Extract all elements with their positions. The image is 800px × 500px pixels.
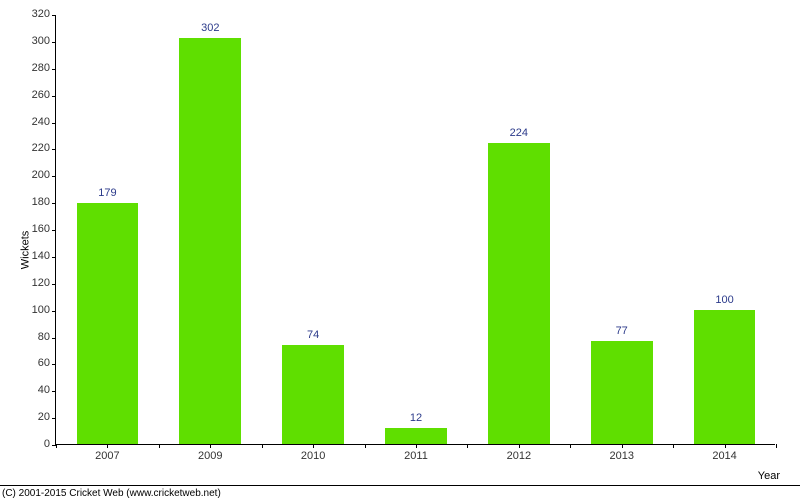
y-tick-label: 240 xyxy=(32,116,56,128)
bar-value-label: 224 xyxy=(510,127,528,139)
bar: 100 xyxy=(694,310,756,444)
y-tick-label: 120 xyxy=(32,277,56,289)
chart-container: Wickets Year 0 20 40 60 80 100 120 140 160 180 200… xyxy=(0,0,800,500)
bar: 74 xyxy=(282,345,344,444)
x-axis-title: Year xyxy=(758,470,780,482)
x-tick-mark xyxy=(776,444,777,448)
y-tick-label: 300 xyxy=(32,35,56,47)
y-tick-label: 60 xyxy=(38,357,56,369)
plot-area: 0204060801001201401601802002202402602803… xyxy=(55,15,775,445)
copyright-text: (C) 2001-2015 Cricket Web (www.cricketwe… xyxy=(2,488,221,499)
footer-divider xyxy=(0,485,800,486)
x-tick-mark xyxy=(262,444,263,448)
x-tick-mark xyxy=(570,444,571,448)
y-tick-label: 40 xyxy=(38,384,56,396)
bar-value-label: 77 xyxy=(616,325,628,337)
y-tick-label: 160 xyxy=(32,223,56,235)
y-tick-label: 260 xyxy=(32,89,56,101)
x-tick-mark xyxy=(56,444,57,448)
x-tick-label: 2007 xyxy=(95,444,119,462)
x-tick-mark xyxy=(673,444,674,448)
bar-value-label: 12 xyxy=(410,412,422,424)
bar: 302 xyxy=(179,38,241,444)
x-tick-mark xyxy=(467,444,468,448)
y-tick-label: 280 xyxy=(32,62,56,74)
x-tick-label: 2009 xyxy=(198,444,222,462)
bar-value-label: 100 xyxy=(715,294,733,306)
x-tick-mark xyxy=(365,444,366,448)
y-tick-label: 220 xyxy=(32,142,56,154)
x-tick-mark xyxy=(159,444,160,448)
y-axis-title: Wickets xyxy=(19,231,31,270)
y-tick-label: 20 xyxy=(38,411,56,423)
y-tick-label: 80 xyxy=(38,331,56,343)
x-tick-label: 2010 xyxy=(301,444,325,462)
bar: 12 xyxy=(385,428,447,444)
bar: 224 xyxy=(488,143,550,444)
bar-value-label: 179 xyxy=(98,187,116,199)
y-tick-label: 100 xyxy=(32,304,56,316)
y-tick-label: 140 xyxy=(32,250,56,262)
x-tick-label: 2012 xyxy=(507,444,531,462)
y-tick-label: 0 xyxy=(44,438,56,450)
bar: 77 xyxy=(591,341,653,444)
bar-value-label: 302 xyxy=(201,22,219,34)
y-tick-label: 200 xyxy=(32,169,56,181)
x-tick-label: 2014 xyxy=(712,444,736,462)
x-tick-label: 2013 xyxy=(609,444,633,462)
y-tick-label: 180 xyxy=(32,196,56,208)
bar-value-label: 74 xyxy=(307,329,319,341)
y-tick-label: 320 xyxy=(32,8,56,20)
x-tick-label: 2011 xyxy=(404,444,428,462)
bar: 179 xyxy=(77,203,139,444)
